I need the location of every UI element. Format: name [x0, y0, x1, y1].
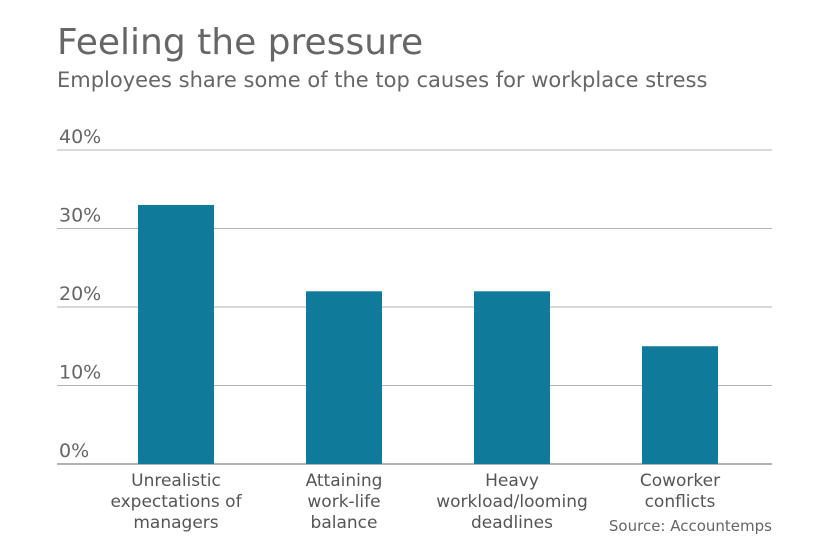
category-label: Coworker conflicts [640, 471, 720, 512]
chart-subtitle: Employees share some of the top causes f… [57, 68, 708, 92]
y-tick-label: 30% [59, 205, 101, 227]
y-tick-label: 0% [59, 440, 89, 462]
category-label: Attaining work-life balance [306, 471, 383, 533]
bar [306, 291, 382, 464]
bar [642, 346, 718, 464]
bar [474, 291, 550, 464]
y-tick-label: 10% [59, 362, 101, 384]
y-tick-label: 40% [59, 126, 101, 148]
chart-title: Feeling the pressure [57, 22, 424, 63]
bars [138, 204, 718, 464]
y-tick-label: 20% [59, 283, 101, 305]
source-note: Source: Accountemps [608, 517, 772, 535]
category-label: Unrealistic expectations of managers [110, 471, 242, 533]
y-tick-labels: 0% 10% 20% 30% 40% [59, 126, 101, 462]
bar [138, 204, 214, 464]
category-labels: Unrealistic expectations of managers Attain… [110, 471, 720, 533]
category-label: Heavy workload/looming deadlines [436, 471, 588, 533]
